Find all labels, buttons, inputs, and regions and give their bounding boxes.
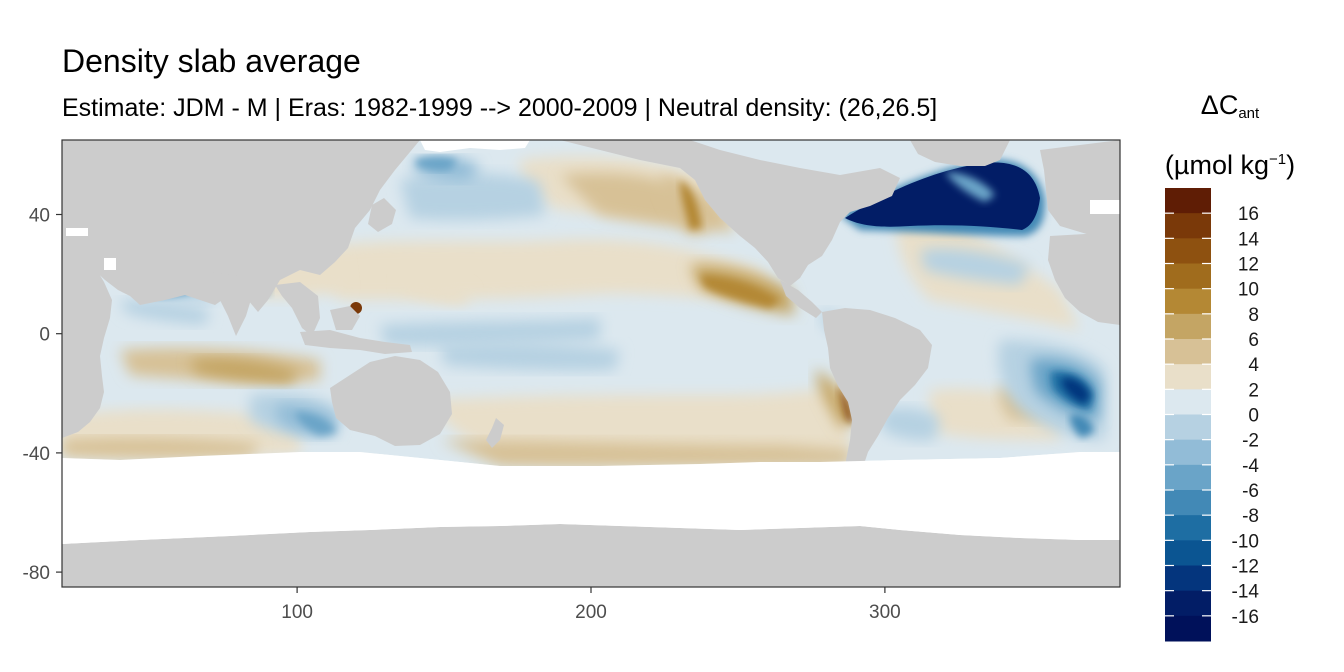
greenland-land [910,140,1010,166]
australia-land [330,356,452,446]
legend-color-bin [1165,590,1211,617]
red-sea-no-data [104,258,116,270]
x-tick-label: 300 [869,602,901,623]
central-america-land [780,280,822,318]
legend-label: -8 [1242,506,1259,527]
south-america-land [822,308,932,498]
japan-land [368,198,396,232]
southern-ocean-no-data [62,452,1120,544]
legend-color-bin [1165,414,1211,441]
legend-title-subscript: ant [1238,105,1260,122]
continents [62,140,1120,498]
legend-color-bin [1165,263,1211,290]
legend-color-bin [1165,339,1211,365]
legend-color-bin [1165,439,1211,466]
legend-unit-prefix: (µmol kg [1164,150,1269,180]
legend-color-bin [1165,515,1211,541]
africa-land [62,236,112,438]
legend-label: 6 [1248,330,1259,351]
legend-title-symbol: ΔC [1200,90,1239,120]
eurasia-land [62,140,420,312]
legend-color-bin [1165,615,1211,642]
legend-color-bin [1165,490,1211,516]
mediterranean-no-data [1090,200,1120,214]
y-tick-label: -80 [23,563,50,584]
legend-color-bin [1165,364,1211,390]
west-africa-land [1048,232,1120,325]
legend-color-bin [1165,313,1211,340]
legend-color-bin [1165,540,1211,566]
indonesia-land [300,330,412,354]
legend-unit-suffix: ) [1286,150,1296,180]
legend-label: 0 [1248,406,1259,427]
y-tick-label: 40 [29,206,50,227]
legend-label: 16 [1238,204,1259,225]
borneo-land [330,306,360,330]
legend-label: 14 [1238,229,1260,250]
legend-unit-exponent: −1 [1268,151,1287,168]
legend-label: 4 [1248,355,1259,376]
x-axis: 100 200 300 [281,587,901,623]
y-axis: 40 0 -40 -80 [23,206,62,584]
x-tick-label: 200 [575,602,607,623]
southeast-asia-land [275,282,320,336]
map-panel [62,140,1120,587]
chart-title: Density slab average [62,43,361,79]
legend-label: 8 [1248,305,1259,326]
legend-label: -6 [1242,481,1259,502]
legend-label: -10 [1232,531,1259,552]
legend-color-bin [1165,213,1211,239]
x-tick-label: 100 [281,602,313,623]
legend-label: -12 [1232,557,1259,578]
color-legend: 16 14 12 10 8 6 4 2 0 -2 -4 -6 -8 -10 -12 -14 -16 [1165,188,1259,642]
no-data-regions [62,140,1120,544]
legend-label: 10 [1238,280,1259,301]
legend-title: ΔCant (µmol kg−1) [1160,88,1300,182]
legend-label: -2 [1242,431,1259,452]
legend-color-bin [1165,188,1211,214]
legend-label: -16 [1232,607,1259,628]
y-tick-label: -40 [23,444,50,465]
legend-label: 2 [1248,380,1259,401]
legend-color-bin [1165,288,1211,315]
chart-subtitle: Estimate: JDM - M | Eras: 1982-1999 --> … [62,94,938,122]
legend-label: -4 [1242,456,1259,477]
arctic-no-data [420,140,530,152]
north-america-land [560,140,900,286]
arabia-land [112,262,150,298]
legend-color-bin [1165,464,1211,491]
y-tick-label: 0 [39,325,50,346]
legend-color-bin [1165,565,1211,592]
legend-color-bin [1165,389,1211,415]
black-sea-no-data [66,228,88,236]
india-land [210,272,252,336]
legend-label: -14 [1232,582,1260,603]
legend-color-bin [1165,238,1211,264]
legend-label: 12 [1238,255,1259,276]
new-zealand-land [486,418,504,448]
antarctica-land [62,524,1120,587]
